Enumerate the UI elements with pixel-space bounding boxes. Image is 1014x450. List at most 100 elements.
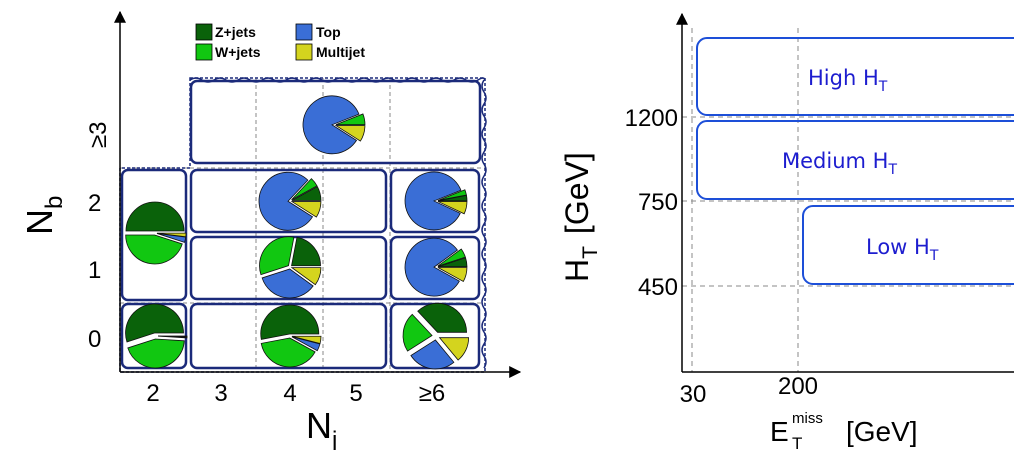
y-tick-1200: 1200 <box>625 105 678 132</box>
pie-slice-wjets <box>260 337 316 368</box>
nj-subscript: j <box>331 427 337 450</box>
region-medium-label: Medium HT <box>782 149 897 178</box>
pie-slice-top <box>410 339 455 370</box>
x-tick-nj5: 5 <box>349 380 362 407</box>
right-y-axis-title: HT [GeV] <box>559 152 602 282</box>
bin-boxes <box>120 79 482 370</box>
legend-swatch-top <box>295 23 313 41</box>
region-low-label: Low HT <box>866 235 939 264</box>
legend-label-zjets: Z+jets <box>215 24 256 40</box>
pie-slice-wjets <box>402 313 433 352</box>
bin-nb2-nj3to5 <box>189 168 388 234</box>
met-unit: [GeV] <box>846 416 918 447</box>
pie-nb2-nj6 <box>404 171 468 231</box>
region-high-box <box>696 37 1014 116</box>
pie-nb0-nj4 <box>260 304 322 368</box>
legend-label-wjets: W+jets <box>215 44 261 60</box>
pie-slice-zjets <box>125 303 184 343</box>
legend-label-multijet: Multijet <box>316 44 365 60</box>
nb3-region-box <box>119 77 486 373</box>
y-tick-nb1: 1 <box>88 257 101 284</box>
y-tick-nb3: ≥3 <box>85 121 112 148</box>
legend-label-top: Top <box>316 24 341 40</box>
pie-slice-zjets <box>260 304 320 340</box>
bin-nb0-nj3to5 <box>189 302 388 370</box>
x-tick-nj6: ≥6 <box>419 380 446 407</box>
svg-text:Nj: Nj <box>306 405 337 450</box>
pie-slice-zjets <box>125 201 185 232</box>
x-tick-nj4: 4 <box>283 380 296 407</box>
right-x-axis-title: E miss T [GeV] <box>770 410 918 450</box>
pie-slice-zjets <box>291 236 321 267</box>
region-labels: High HT Medium HT Low HT <box>782 66 939 264</box>
left-legend: Z+jets Top W+jets Multijet <box>195 23 365 61</box>
legend-swatch-zjets <box>195 23 213 41</box>
pie-nb0-nj6 <box>402 302 470 370</box>
y-tick-nb0: 0 <box>88 326 101 353</box>
nb-symbol: N <box>19 209 60 235</box>
nb3-wavy-edge <box>189 77 486 83</box>
y-tick-750: 750 <box>638 189 678 216</box>
bin-nb3-nj3to5 <box>189 79 482 165</box>
pie-slice-top <box>404 171 462 231</box>
legend-swatch-multijet <box>295 43 313 61</box>
bin-nb1-nj6 <box>389 235 481 301</box>
pie-slice-top <box>404 237 460 297</box>
left-x-axis-title: Nj <box>306 405 337 450</box>
pie-slice-top <box>302 95 360 155</box>
bin-nb2-nj6 <box>389 168 481 234</box>
pie-slice-wjets <box>335 113 366 126</box>
region-medium-box <box>696 120 1014 200</box>
pie-slice-zjets <box>437 257 468 268</box>
ht-unit: [GeV] <box>559 152 595 234</box>
nb3-wavy-right-edge <box>481 79 487 369</box>
pie-nb0-nj2 <box>125 303 188 369</box>
y-tick-450: 450 <box>638 274 678 301</box>
met-subscript: T <box>792 434 802 450</box>
pie-nb1-nj6 <box>404 237 468 297</box>
met-superscript: miss <box>792 410 823 427</box>
met-symbol: E <box>770 416 789 447</box>
left-y-axis-title: Nb <box>19 196 68 235</box>
region-boxes <box>696 37 1014 285</box>
pie-nb2-nj4 <box>258 171 322 231</box>
pie-nb3-nj4 <box>302 95 366 155</box>
nb-subscript: b <box>41 196 68 209</box>
pie-slice-wjets <box>127 338 185 369</box>
region-low-box <box>802 205 1014 285</box>
x-tick-30: 30 <box>680 381 707 408</box>
legend-swatch-wjets <box>195 43 213 61</box>
pie-slice-wjets <box>437 248 466 267</box>
pie-slice-multijet <box>156 232 187 238</box>
x-tick-nj3: 3 <box>214 380 227 407</box>
x-tick-200: 200 <box>778 373 818 400</box>
left-x-ticks: 2 3 4 5 ≥6 <box>146 380 445 407</box>
pie-slice-multijet <box>334 125 366 142</box>
left-diagram: Z+jets Top W+jets Multijet 0 1 2 ≥3 2 3 … <box>19 10 522 450</box>
svg-text:HT[GeV]: HT [GeV] <box>559 152 602 282</box>
y-tick-nb2: 2 <box>88 190 101 217</box>
pie-nb2-nj2 <box>125 201 187 265</box>
pie-charts <box>125 95 470 370</box>
pie-slice-multijet <box>438 337 470 361</box>
pie-slice-zjets <box>291 185 322 201</box>
pie-slice-multijet <box>291 335 322 344</box>
pie-slice-top <box>291 336 321 352</box>
pie-slice-zjets <box>417 302 467 333</box>
nj-symbol: N <box>306 405 332 446</box>
pie-slice-top <box>261 268 314 299</box>
pie-slice-wjets <box>259 236 295 276</box>
region-high-label: High HT <box>808 66 888 95</box>
svg-text:Nb: Nb <box>19 196 68 235</box>
pie-slice-multijet <box>437 201 468 215</box>
left-y-ticks: 0 1 2 ≥3 <box>85 121 112 353</box>
ht-subscript: T <box>579 246 602 259</box>
right-diagram: High HT Medium HT Low HT 1200 750 450 30… <box>559 12 1014 450</box>
pie-nb1-nj4 <box>259 236 322 299</box>
ht-symbol: H <box>559 259 595 282</box>
right-y-ticks: 1200 750 450 <box>625 105 678 301</box>
pie-slice-top <box>258 171 314 231</box>
pie-slice-multijet <box>437 267 468 283</box>
